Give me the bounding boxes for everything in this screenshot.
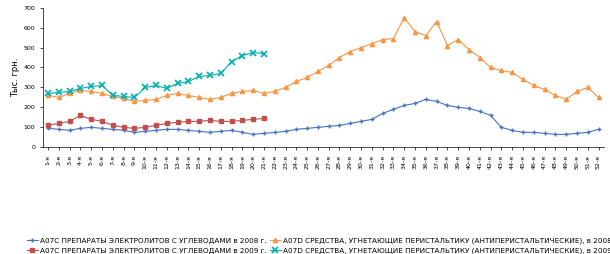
А07D СРЕДСТВА, УГНЕТАЮЩИЕ ПЕРИСТАЛЬТИКУ (АНТИПЕРИСТАЛЬТИЧЕСКИЕ), в 2009 г.	[249, 51, 257, 54]
Line: А07С ПРЕПАРАТЫ ЭЛЕКТРОЛИТОВ С УГЛЕВОДАМИ в 2008 г.: А07С ПРЕПАРАТЫ ЭЛЕКТРОЛИТОВ С УГЛЕВОДАМИ…	[46, 97, 601, 136]
А07С ПРЕПАРАТЫ ЭЛЕКТРОЛИТОВ С УГЛЕВОДАМИ в 2009 г.	[142, 126, 149, 129]
А07С ПРЕПАРАТЫ ЭЛЕКТРОЛИТОВ С УГЛЕВОДАМИ в 2009 г.	[77, 114, 84, 117]
А07С ПРЕПАРАТЫ ЭЛЕКТРОЛИТОВ С УГЛЕВОДАМИ в 2008 г.	[314, 126, 321, 129]
А07С ПРЕПАРАТЫ ЭЛЕКТРОЛИТОВ С УГЛЕВОДАМИ в 2008 г.	[249, 133, 257, 136]
Legend: А07С ПРЕПАРАТЫ ЭЛЕКТРОЛИТОВ С УГЛЕВОДАМИ в 2008 г., А07С ПРЕПАРАТЫ ЭЛЕКТРОЛИТОВ : А07С ПРЕПАРАТЫ ЭЛЕКТРОЛИТОВ С УГЛЕВОДАМИ…	[27, 237, 610, 254]
А07С ПРЕПАРАТЫ ЭЛЕКТРОЛИТОВ С УГЛЕВОДАМИ в 2009 г.	[206, 119, 213, 122]
А07С ПРЕПАРАТЫ ЭЛЕКТРОЛИТОВ С УГЛЕВОДАМИ в 2009 г.	[45, 124, 52, 127]
А07С ПРЕПАРАТЫ ЭЛЕКТРОЛИТОВ С УГЛЕВОДАМИ в 2009 г.	[109, 124, 117, 127]
А07С ПРЕПАРАТЫ ЭЛЕКТРОЛИТОВ С УГЛЕВОДАМИ в 2008 г.	[239, 131, 246, 134]
А07D СРЕДСТВА, УГНЕТАЮЩИЕ ПЕРИСТАЛЬТИКУ (АНТИПЕРИСТАЛЬТИЧЕСКИЕ), в 2008 г.	[422, 34, 429, 37]
А07D СРЕДСТВА, УГНЕТАЮЩИЕ ПЕРИСТАЛЬТИКУ (АНТИПЕРИСТАЛЬТИЧЕСКИЕ), в 2009 г.	[206, 74, 213, 77]
А07D СРЕДСТВА, УГНЕТАЮЩИЕ ПЕРИСТАЛЬТИКУ (АНТИПЕРИСТАЛЬТИЧЕСКИЕ), в 2008 г.	[131, 100, 138, 103]
А07D СРЕДСТВА, УГНЕТАЮЩИЕ ПЕРИСТАЛЬТИКУ (АНТИПЕРИСТАЛЬТИЧЕСКИЕ), в 2009 г.	[142, 86, 149, 89]
А07С ПРЕПАРАТЫ ЭЛЕКТРОЛИТОВ С УГЛЕВОДАМИ в 2008 г.	[45, 127, 52, 130]
А07D СРЕДСТВА, УГНЕТАЮЩИЕ ПЕРИСТАЛЬТИКУ (АНТИПЕРИСТАЛЬТИЧЕСКИЕ), в 2009 г.	[120, 95, 127, 98]
А07D СРЕДСТВА, УГНЕТАЮЩИЕ ПЕРИСТАЛЬТИКУ (АНТИПЕРИСТАЛЬТИЧЕСКИЕ), в 2008 г.	[346, 50, 354, 53]
А07С ПРЕПАРАТЫ ЭЛЕКТРОЛИТОВ С УГЛЕВОДАМИ в 2009 г.	[174, 121, 181, 124]
А07С ПРЕПАРАТЫ ЭЛЕКТРОЛИТОВ С УГЛЕВОДАМИ в 2008 г.	[346, 122, 354, 125]
А07С ПРЕПАРАТЫ ЭЛЕКТРОЛИТОВ С УГЛЕВОДАМИ в 2009 г.	[217, 120, 224, 123]
А07D СРЕДСТВА, УГНЕТАЮЩИЕ ПЕРИСТАЛЬТИКУ (АНТИПЕРИСТАЛЬТИЧЕСКИЕ), в 2008 г.	[595, 96, 602, 99]
А07С ПРЕПАРАТЫ ЭЛЕКТРОЛИТОВ С УГЛЕВОДАМИ в 2009 г.	[196, 120, 203, 123]
А07С ПРЕПАРАТЫ ЭЛЕКТРОЛИТОВ С УГЛЕВОДАМИ в 2008 г.	[390, 108, 397, 111]
А07D СРЕДСТВА, УГНЕТАЮЩИЕ ПЕРИСТАЛЬТИКУ (АНТИПЕРИСТАЛЬТИЧЕСКИЕ), в 2009 г.	[45, 92, 52, 95]
А07С ПРЕПАРАТЫ ЭЛЕКТРОЛИТОВ С УГЛЕВОДАМИ в 2009 г.	[239, 119, 246, 122]
А07D СРЕДСТВА, УГНЕТАЮЩИЕ ПЕРИСТАЛЬТИКУ (АНТИПЕРИСТАЛЬТИЧЕСКИЕ), в 2009 г.	[88, 85, 95, 88]
А07D СРЕДСТВА, УГНЕТАЮЩИЕ ПЕРИСТАЛЬТИКУ (АНТИПЕРИСТАЛЬТИЧЕСКИЕ), в 2009 г.	[66, 90, 73, 93]
А07D СРЕДСТВА, УГНЕТАЮЩИЕ ПЕРИСТАЛЬТИКУ (АНТИПЕРИСТАЛЬТИЧЕСКИЕ), в 2008 г.	[401, 16, 408, 19]
А07D СРЕДСТВА, УГНЕТАЮЩИЕ ПЕРИСТАЛЬТИКУ (АНТИПЕРИСТАЛЬТИЧЕСКИЕ), в 2009 г.	[77, 87, 84, 90]
А07D СРЕДСТВА, УГНЕТАЮЩИЕ ПЕРИСТАЛЬТИКУ (АНТИПЕРИСТАЛЬТИЧЕСКИЕ), в 2008 г.	[88, 90, 95, 93]
Line: А07D СРЕДСТВА, УГНЕТАЮЩИЕ ПЕРИСТАЛЬТИКУ (АНТИПЕРИСТАЛЬТИЧЕСКИЕ), в 2009 г.: А07D СРЕДСТВА, УГНЕТАЮЩИЕ ПЕРИСТАЛЬТИКУ …	[45, 50, 267, 100]
А07D СРЕДСТВА, УГНЕТАЮЩИЕ ПЕРИСТАЛЬТИКУ (АНТИПЕРИСТАЛЬТИЧЕСКИЕ), в 2009 г.	[56, 91, 63, 94]
А07D СРЕДСТВА, УГНЕТАЮЩИЕ ПЕРИСТАЛЬТИКУ (АНТИПЕРИСТАЛЬТИЧЕСКИЕ), в 2009 г.	[131, 96, 138, 99]
А07D СРЕДСТВА, УГНЕТАЮЩИЕ ПЕРИСТАЛЬТИКУ (АНТИПЕРИСТАЛЬТИЧЕСКИЕ), в 2009 г.	[239, 54, 246, 57]
А07D СРЕДСТВА, УГНЕТАЮЩИЕ ПЕРИСТАЛЬТИКУ (АНТИПЕРИСТАЛЬТИЧЕСКИЕ), в 2009 г.	[217, 72, 224, 75]
А07С ПРЕПАРАТЫ ЭЛЕКТРОЛИТОВ С УГЛЕВОДАМИ в 2009 г.	[98, 120, 106, 123]
А07С ПРЕПАРАТЫ ЭЛЕКТРОЛИТОВ С УГЛЕВОДАМИ в 2008 г.	[595, 128, 602, 131]
А07С ПРЕПАРАТЫ ЭЛЕКТРОЛИТОВ С УГЛЕВОДАМИ в 2009 г.	[260, 117, 268, 120]
А07С ПРЕПАРАТЫ ЭЛЕКТРОЛИТОВ С УГЛЕВОДАМИ в 2009 г.	[131, 127, 138, 130]
А07С ПРЕПАРАТЫ ЭЛЕКТРОЛИТОВ С УГЛЕВОДАМИ в 2009 г.	[228, 120, 235, 123]
А07D СРЕДСТВА, УГНЕТАЮЩИЕ ПЕРИСТАЛЬТИКУ (АНТИПЕРИСТАЛЬТИЧЕСКИЕ), в 2008 г.	[314, 70, 321, 73]
А07D СРЕДСТВА, УГНЕТАЮЩИЕ ПЕРИСТАЛЬТИКУ (АНТИПЕРИСТАЛЬТИЧЕСКИЕ), в 2009 г.	[174, 82, 181, 85]
А07D СРЕДСТВА, УГНЕТАЮЩИЕ ПЕРИСТАЛЬТИКУ (АНТИПЕРИСТАЛЬТИЧЕСКИЕ), в 2008 г.	[390, 37, 397, 40]
А07С ПРЕПАРАТЫ ЭЛЕКТРОЛИТОВ С УГЛЕВОДАМИ в 2008 г.	[411, 102, 418, 105]
А07С ПРЕПАРАТЫ ЭЛЕКТРОЛИТОВ С УГЛЕВОДАМИ в 2009 г.	[88, 118, 95, 121]
А07D СРЕДСТВА, УГНЕТАЮЩИЕ ПЕРИСТАЛЬТИКУ (АНТИПЕРИСТАЛЬТИЧЕСКИЕ), в 2009 г.	[185, 80, 192, 83]
А07С ПРЕПАРАТЫ ЭЛЕКТРОЛИТОВ С УГЛЕВОДАМИ в 2009 г.	[163, 122, 170, 125]
А07С ПРЕПАРАТЫ ЭЛЕКТРОЛИТОВ С УГЛЕВОДАМИ в 2009 г.	[249, 118, 257, 121]
Line: А07С ПРЕПАРАТЫ ЭЛЕКТРОЛИТОВ С УГЛЕВОДАМИ в 2009 г.: А07С ПРЕПАРАТЫ ЭЛЕКТРОЛИТОВ С УГЛЕВОДАМИ…	[46, 114, 266, 130]
А07С ПРЕПАРАТЫ ЭЛЕКТРОЛИТОВ С УГЛЕВОДАМИ в 2008 г.	[422, 98, 429, 101]
А07С ПРЕПАРАТЫ ЭЛЕКТРОЛИТОВ С УГЛЕВОДАМИ в 2009 г.	[152, 124, 160, 127]
А07D СРЕДСТВА, УГНЕТАЮЩИЕ ПЕРИСТАЛЬТИКУ (АНТИПЕРИСТАЛЬТИЧЕСКИЕ), в 2009 г.	[163, 87, 170, 90]
А07D СРЕДСТВА, УГНЕТАЮЩИЕ ПЕРИСТАЛЬТИКУ (АНТИПЕРИСТАЛЬТИЧЕСКИЕ), в 2008 г.	[45, 94, 52, 97]
А07С ПРЕПАРАТЫ ЭЛЕКТРОЛИТОВ С УГЛЕВОДАМИ в 2009 г.	[56, 122, 63, 125]
А07D СРЕДСТВА, УГНЕТАЮЩИЕ ПЕРИСТАЛЬТИКУ (АНТИПЕРИСТАЛЬТИЧЕСКИЕ), в 2008 г.	[249, 89, 257, 92]
А07С ПРЕПАРАТЫ ЭЛЕКТРОЛИТОВ С УГЛЕВОДАМИ в 2008 г.	[88, 126, 95, 129]
А07D СРЕДСТВА, УГНЕТАЮЩИЕ ПЕРИСТАЛЬТИКУ (АНТИПЕРИСТАЛЬТИЧЕСКИЕ), в 2009 г.	[152, 84, 160, 87]
А07С ПРЕПАРАТЫ ЭЛЕКТРОЛИТОВ С УГЛЕВОДАМИ в 2009 г.	[66, 120, 73, 123]
Line: А07D СРЕДСТВА, УГНЕТАЮЩИЕ ПЕРИСТАЛЬТИКУ (АНТИПЕРИСТАЛЬТИЧЕСКИЕ), в 2008 г.: А07D СРЕДСТВА, УГНЕТАЮЩИЕ ПЕРИСТАЛЬТИКУ …	[46, 15, 601, 103]
А07С ПРЕПАРАТЫ ЭЛЕКТРОЛИТОВ С УГЛЕВОДАМИ в 2009 г.	[120, 126, 127, 129]
А07D СРЕДСТВА, УГНЕТАЮЩИЕ ПЕРИСТАЛЬТИКУ (АНТИПЕРИСТАЛЬТИЧЕСКИЕ), в 2009 г.	[260, 52, 268, 55]
А07С ПРЕПАРАТЫ ЭЛЕКТРОЛИТОВ С УГЛЕВОДАМИ в 2009 г.	[185, 120, 192, 123]
А07D СРЕДСТВА, УГНЕТАЮЩИЕ ПЕРИСТАЛЬТИКУ (АНТИПЕРИСТАЛЬТИЧЕСКИЕ), в 2009 г.	[98, 84, 106, 87]
А07D СРЕДСТВА, УГНЕТАЮЩИЕ ПЕРИСТАЛЬТИКУ (АНТИПЕРИСТАЛЬТИЧЕСКИЕ), в 2009 г.	[109, 94, 117, 97]
А07D СРЕДСТВА, УГНЕТАЮЩИЕ ПЕРИСТАЛЬТИКУ (АНТИПЕРИСТАЛЬТИЧЕСКИЕ), в 2009 г.	[196, 75, 203, 78]
Y-axis label: Тыс. грн.: Тыс. грн.	[12, 58, 21, 97]
А07D СРЕДСТВА, УГНЕТАЮЩИЕ ПЕРИСТАЛЬТИКУ (АНТИПЕРИСТАЛЬТИЧЕСКИЕ), в 2009 г.	[228, 60, 235, 63]
